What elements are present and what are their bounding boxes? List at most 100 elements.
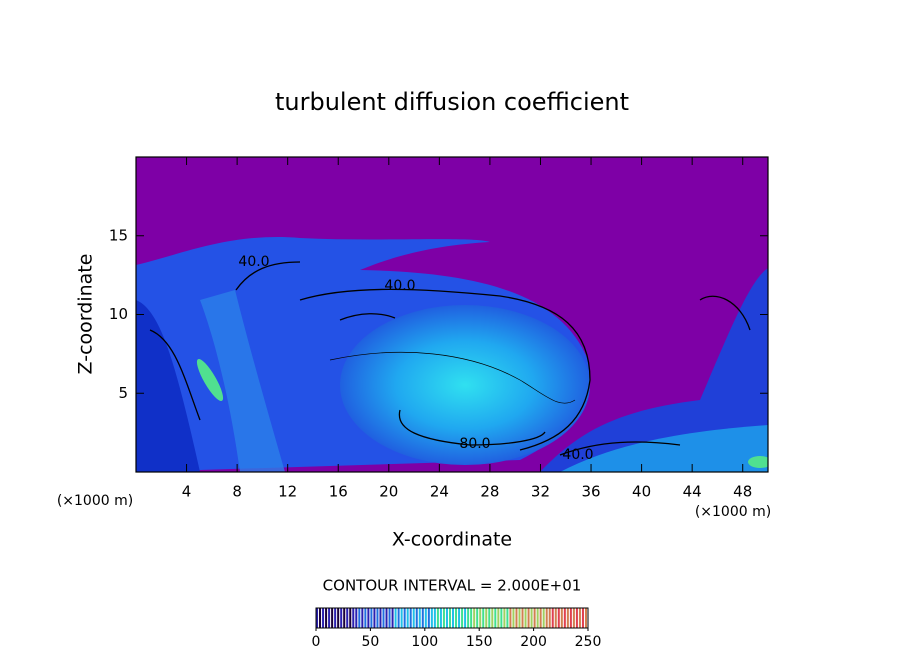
colorbar-stripe xyxy=(506,608,509,628)
colorbar-stripe xyxy=(530,608,533,628)
x-tick-label: 24 xyxy=(430,483,449,501)
colorbar-stripe xyxy=(376,608,379,628)
right-surface xyxy=(560,425,768,472)
x-tick-label: 28 xyxy=(480,483,499,501)
colorbar-stripe xyxy=(491,608,494,628)
colorbar-stripe xyxy=(433,608,436,628)
contour-label: 80.0 xyxy=(459,436,490,452)
colorbar-stripe xyxy=(328,608,331,628)
colorbar-stripe xyxy=(488,608,491,628)
colorbar-stripe xyxy=(385,608,388,628)
colorbar-stripe xyxy=(394,608,397,628)
x-tick-label: 36 xyxy=(581,483,600,501)
colorbar-stripe xyxy=(331,608,334,628)
colorbar-stripe xyxy=(367,608,370,628)
contour-lines xyxy=(149,261,751,456)
colorbar-stripe xyxy=(346,608,349,628)
colorbar-stripe xyxy=(448,608,451,628)
colorbar-stripe xyxy=(566,608,569,628)
colorbar-stripe xyxy=(581,608,584,628)
colorbar-stripe xyxy=(563,608,566,628)
green-patch xyxy=(748,456,768,468)
colorbar-stripe xyxy=(337,608,340,628)
contour-interval: CONTOUR INTERVAL = 2.000E+01 xyxy=(323,577,582,595)
colorbar-stripe xyxy=(557,608,560,628)
colorbar-tick-label: 250 xyxy=(575,634,602,650)
x-unit-label: (×1000 m) xyxy=(695,504,771,520)
colorbar-stripe xyxy=(427,608,430,628)
x-tick-label: 8 xyxy=(232,483,242,501)
colorbar-stripe xyxy=(539,608,542,628)
colorbar-stripe xyxy=(497,608,500,628)
colorbar-stripe xyxy=(391,608,394,628)
colorbar-stripe xyxy=(545,608,548,628)
colorbar-stripe xyxy=(436,608,439,628)
x-tick-label: 20 xyxy=(379,483,398,501)
colorbar-stripe xyxy=(439,608,442,628)
colorbar-stripe xyxy=(494,608,497,628)
colorbar-stripe xyxy=(578,608,581,628)
colorbar-stripe xyxy=(512,608,515,628)
colorbar-stripe xyxy=(482,608,485,628)
colorbar-stripe xyxy=(361,608,364,628)
x-tick-label: 16 xyxy=(329,483,348,501)
colorbar-stripe xyxy=(479,608,482,628)
colorbar-stripe xyxy=(412,608,415,628)
colorbar-stripe xyxy=(409,608,412,628)
colorbar-stripe xyxy=(584,608,587,628)
colorbar-stripe xyxy=(551,608,554,628)
colorbar-stripe xyxy=(518,608,521,628)
colorbar-stripe xyxy=(442,608,445,628)
colorbar-stripe xyxy=(524,608,527,628)
y-axis-label: Z-coordinate xyxy=(75,254,97,375)
colorbar-stripe xyxy=(352,608,355,628)
colorbar-stripe xyxy=(536,608,539,628)
colorbar-stripe xyxy=(461,608,464,628)
colorbar-stripe xyxy=(503,608,506,628)
colorbar-stripe xyxy=(554,608,557,628)
colorbar-stripe xyxy=(464,608,467,628)
colorbar-tick-label: 150 xyxy=(466,634,493,650)
x-tick-label: 12 xyxy=(278,483,297,501)
colorbar-stripe xyxy=(500,608,503,628)
y-tick-label: 5 xyxy=(118,384,128,402)
colorbar-stripe xyxy=(476,608,479,628)
colorbar-stripe xyxy=(370,608,373,628)
colorbar-stripe xyxy=(424,608,427,628)
colorbar-stripe xyxy=(319,608,322,628)
x-tick-label: 40 xyxy=(632,483,651,501)
x-tick-label: 32 xyxy=(531,483,550,501)
colorbar-stripe xyxy=(569,608,572,628)
colorbar-stripe xyxy=(358,608,361,628)
left-region xyxy=(136,300,200,472)
colorbar-stripe xyxy=(316,608,319,628)
colorbar-stripe xyxy=(334,608,337,628)
colorbar-stripe xyxy=(400,608,403,628)
x-axis-label: X-coordinate xyxy=(392,529,512,551)
colorbar-stripe xyxy=(349,608,352,628)
colorbar-stripe xyxy=(397,608,400,628)
colorbar-tick-label: 0 xyxy=(312,634,321,650)
colorbar-stripe xyxy=(406,608,409,628)
colorbar-stripe xyxy=(355,608,358,628)
contour-label: 40.0 xyxy=(562,447,593,463)
colorbar-stripe xyxy=(388,608,391,628)
colorbar-stripe xyxy=(521,608,524,628)
colorbar-stripe xyxy=(364,608,367,628)
x-tick-label: 4 xyxy=(182,483,192,501)
plume xyxy=(200,290,285,472)
colorbar-stripe xyxy=(533,608,536,628)
x-tick-label: 48 xyxy=(733,483,752,501)
y-tick-label: 15 xyxy=(109,226,128,244)
colorbar-stripe xyxy=(560,608,563,628)
colorbar-stripe xyxy=(455,608,458,628)
colorbar-stripe xyxy=(382,608,385,628)
contour-lines xyxy=(329,351,576,404)
colorbar-stripe xyxy=(467,608,470,628)
field xyxy=(136,157,768,472)
contour-label: 40.0 xyxy=(384,278,415,294)
colorbar-stripe xyxy=(572,608,575,628)
chart-title: turbulent diffusion coefficient xyxy=(275,88,629,116)
colorbar-stripe xyxy=(379,608,382,628)
colorbar-stripe xyxy=(403,608,406,628)
